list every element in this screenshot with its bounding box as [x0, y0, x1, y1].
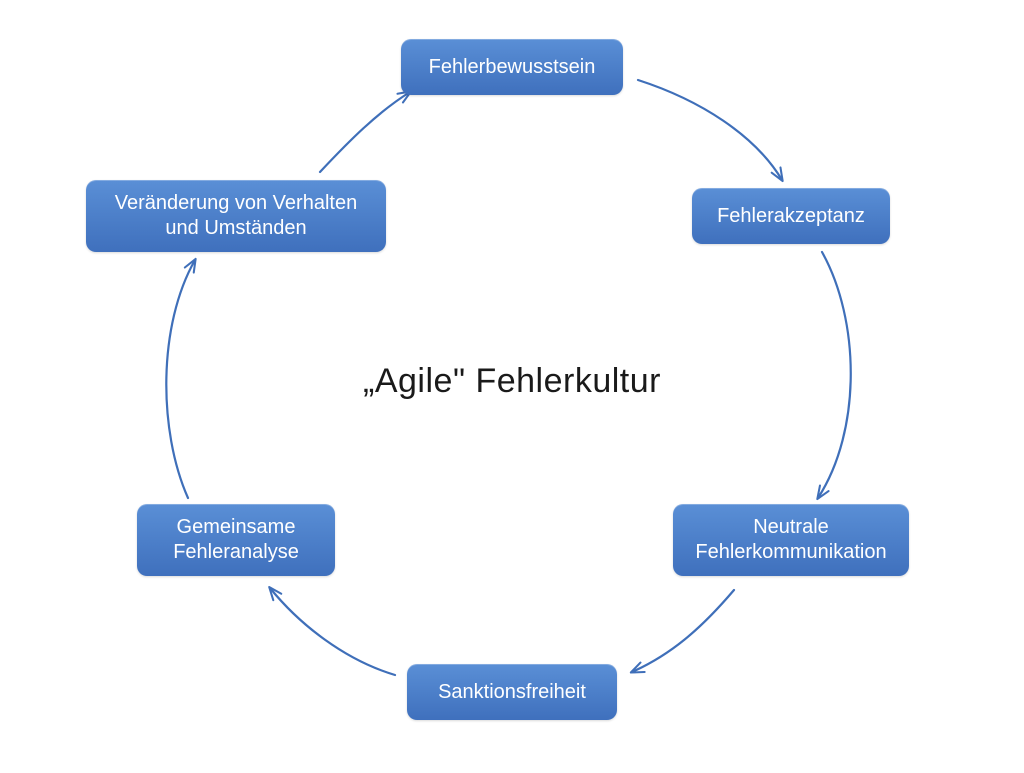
- cycle-node-n5: Gemeinsame Fehleranalyse: [137, 504, 335, 576]
- cycle-node-n3: Neutrale Fehlerkommunikation: [673, 504, 909, 576]
- arrow-n6-n1: [320, 92, 410, 172]
- cycle-node-n4: Sanktionsfreiheit: [407, 664, 617, 720]
- arrow-n5-n6: [166, 260, 195, 498]
- arrow-n3-n4: [632, 590, 734, 672]
- cycle-node-n6: Veränderung von Verhalten und Umständen: [86, 180, 386, 252]
- cycle-node-n2: Fehlerakzeptanz: [692, 188, 890, 244]
- arrow-n2-n3: [818, 252, 851, 498]
- cycle-node-n1: Fehlerbewusstsein: [401, 39, 623, 95]
- cycle-diagram: „Agile" Fehlerkultur Fehlerbewusstsein Fe…: [0, 0, 1024, 773]
- arrow-n1-n2: [638, 80, 782, 180]
- center-title: „Agile" Fehlerkultur: [312, 362, 712, 401]
- arrow-n4-n5: [270, 588, 395, 675]
